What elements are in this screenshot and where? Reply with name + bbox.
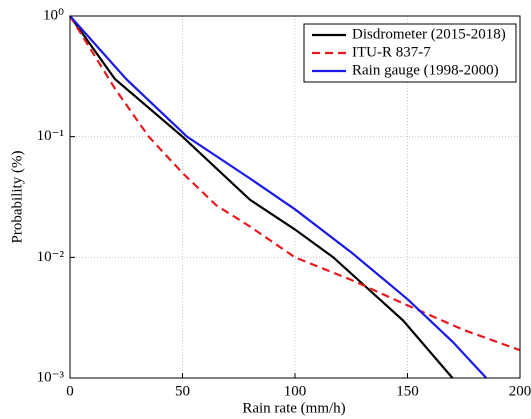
series-line	[69, 15, 454, 379]
x-axis-label: Rain rate (mm/h)	[242, 400, 345, 416]
y-tick-label: 10⁻³	[37, 369, 65, 385]
x-tick-label: 200	[509, 383, 531, 399]
legend-label: Disdrometer (2015-2018)	[352, 26, 506, 42]
y-tick-label: 10⁰	[43, 7, 64, 23]
series-line	[69, 15, 488, 379]
plot-frame	[69, 15, 521, 379]
x-tick-label: 100	[284, 383, 307, 399]
y-tick-label: 10⁻¹	[37, 128, 64, 144]
x-tick-label: 0	[66, 383, 74, 399]
legend-label: Rain gauge (1998-2000)	[352, 62, 499, 78]
y-tick-label: 10⁻²	[37, 249, 65, 265]
x-tick-label: 50	[175, 383, 190, 399]
x-tick-label: 150	[396, 383, 419, 399]
series-line	[69, 15, 521, 352]
y-axis-label: Probability (%)	[9, 151, 25, 244]
legend-label: ITU-R 837-7	[352, 44, 431, 60]
